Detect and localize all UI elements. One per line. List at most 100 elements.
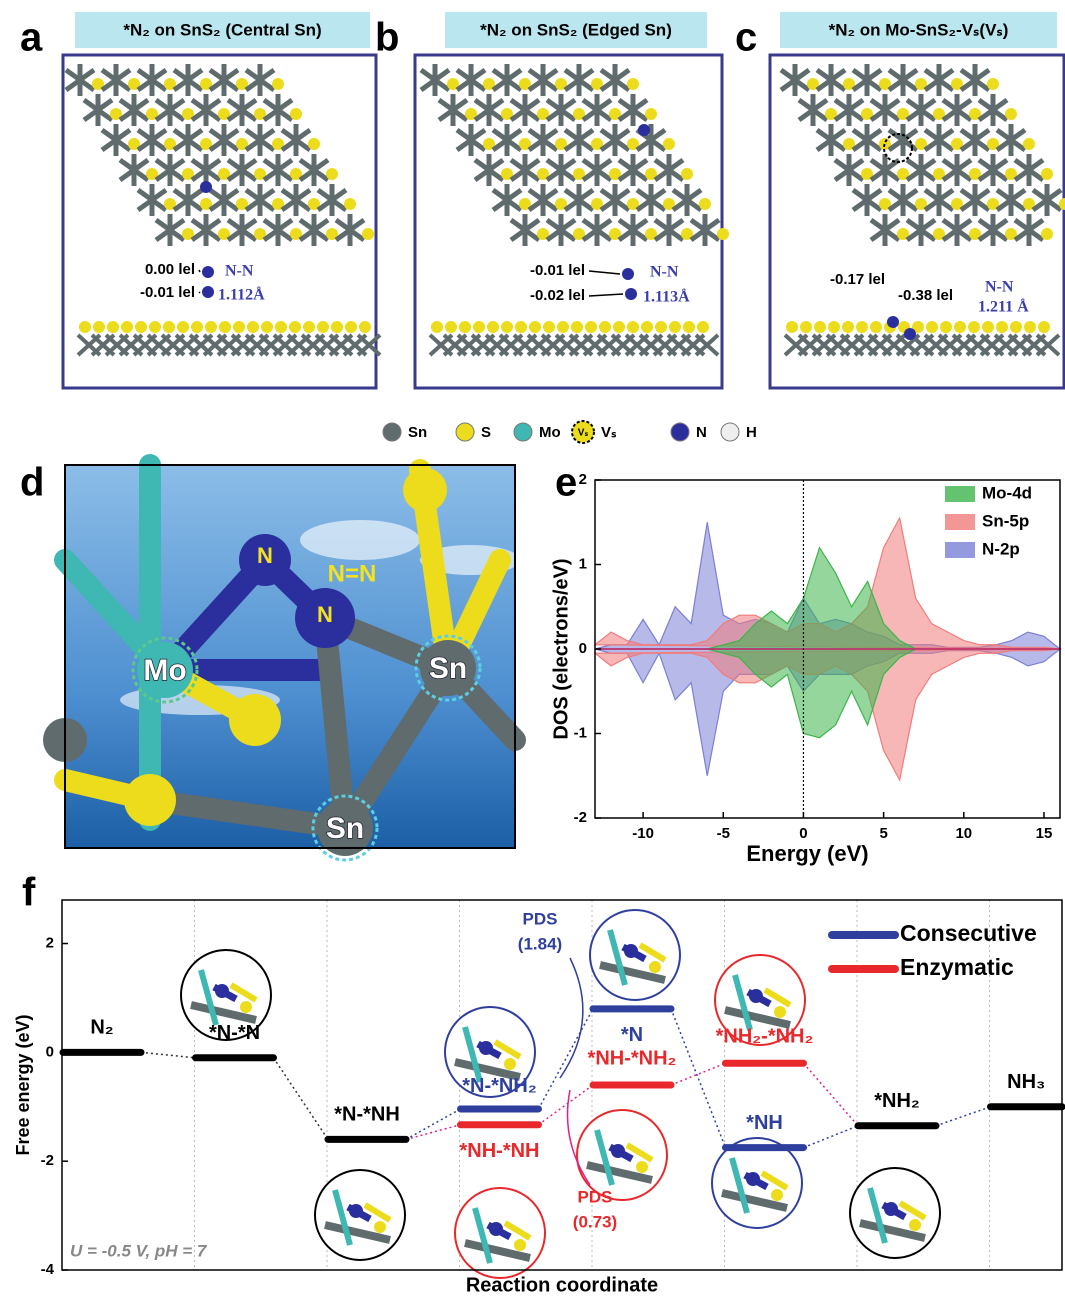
- level-label: *NH-*NH: [460, 1140, 540, 1162]
- atom-s: [290, 168, 302, 180]
- legend-label: Vₛ: [601, 424, 617, 441]
- atom-s: [487, 321, 499, 333]
- bond: [454, 1058, 521, 1081]
- atom-s: [897, 228, 909, 240]
- bond: [694, 333, 720, 357]
- legend-label: Sn: [408, 424, 427, 441]
- atom-s: [240, 1001, 252, 1013]
- atom-s: [431, 321, 443, 333]
- atom-s: [200, 78, 212, 90]
- atom-s: [473, 321, 485, 333]
- atom-s: [951, 78, 963, 90]
- structure-inset: [180, 949, 272, 1041]
- plot-frame: [61, 899, 1063, 1271]
- atom-s: [164, 138, 176, 150]
- atom-s: [951, 198, 963, 210]
- atom-n: [295, 588, 355, 648]
- atom-s: [655, 321, 667, 333]
- connector: [405, 1108, 461, 1141]
- structure-inset: [454, 1187, 546, 1279]
- arrow: [198, 291, 201, 294]
- atom-s: [290, 108, 302, 120]
- structure-inset: [714, 954, 806, 1046]
- bond: [472, 1207, 493, 1264]
- atom-s: [135, 321, 147, 333]
- atom-s: [969, 108, 981, 120]
- atom-s: [663, 198, 675, 210]
- atom-s: [969, 168, 981, 180]
- connector: [537, 1008, 594, 1110]
- atom-s: [571, 321, 583, 333]
- atom-s: [599, 321, 611, 333]
- connector: [803, 1125, 859, 1149]
- atom-s: [1005, 108, 1017, 120]
- atom-s: [636, 1161, 648, 1173]
- atom-s: [121, 321, 133, 333]
- bond: [721, 1189, 788, 1212]
- atom-s: [128, 138, 140, 150]
- atom-s: [699, 198, 711, 210]
- atom-s: [1023, 198, 1035, 210]
- atom-s: [359, 321, 371, 333]
- bond: [763, 987, 792, 1008]
- atom-s: [275, 321, 287, 333]
- atom-n: [638, 124, 650, 136]
- atom-n: [746, 1172, 760, 1186]
- atom-s: [308, 198, 320, 210]
- atom-s: [331, 321, 343, 333]
- atom-s: [163, 321, 175, 333]
- bond: [599, 961, 666, 984]
- x-axis-label: Reaction coordinate: [466, 1274, 658, 1296]
- atom-s: [1041, 168, 1053, 180]
- bond: [586, 1161, 653, 1184]
- atom-s: [879, 198, 891, 210]
- atom-s: [79, 321, 91, 333]
- atom-s: [1024, 321, 1036, 333]
- lattice-top: [64, 64, 374, 246]
- atom-s: [951, 138, 963, 150]
- structure-inset: [589, 909, 681, 1001]
- annotation: PDS: [523, 909, 558, 928]
- atom-s: [825, 108, 837, 120]
- legend-label: Mo-4d: [982, 483, 1032, 502]
- atom-s: [465, 108, 477, 120]
- structure-label: Mo: [143, 654, 186, 687]
- atom-s: [774, 1006, 786, 1018]
- legend-swatch-label: Vₛ: [578, 428, 589, 439]
- atom-s: [272, 78, 284, 90]
- atom-s: [800, 321, 812, 333]
- bond-length: 1.112Å: [218, 286, 265, 304]
- atom-s: [128, 78, 140, 90]
- atom-s: [308, 138, 320, 150]
- y-tick-label: -1: [574, 724, 587, 741]
- structure-label: N: [317, 602, 333, 627]
- bond: [638, 942, 667, 963]
- legend-swatch: [513, 422, 533, 442]
- legend-swatch: [945, 542, 975, 558]
- bond: [760, 1170, 789, 1191]
- atom-s: [879, 78, 891, 90]
- bond: [493, 1039, 522, 1060]
- atom-s: [681, 228, 693, 240]
- atom-n: [749, 989, 763, 1003]
- legend-label: Enzymatic: [900, 954, 1014, 980]
- bond: [229, 982, 258, 1003]
- bond-length: 1.113Å: [643, 288, 690, 306]
- atom-n: [489, 1222, 503, 1236]
- atom-s: [289, 321, 301, 333]
- x-tick-label: 10: [955, 825, 972, 842]
- atom-s: [261, 321, 273, 333]
- cloud: [300, 520, 420, 560]
- bond: [724, 1006, 791, 1029]
- atom-n: [202, 266, 214, 278]
- lattice-top: [779, 64, 1065, 246]
- level-label: *NH₂-*NH₂: [716, 1026, 814, 1048]
- atom-s: [362, 228, 374, 240]
- atom-s: [555, 78, 567, 90]
- annotation: (0.73): [573, 1212, 617, 1231]
- atom-s: [645, 168, 657, 180]
- highlight: [311, 794, 379, 862]
- legend-label: N: [696, 424, 707, 441]
- atom-s: [1005, 228, 1017, 240]
